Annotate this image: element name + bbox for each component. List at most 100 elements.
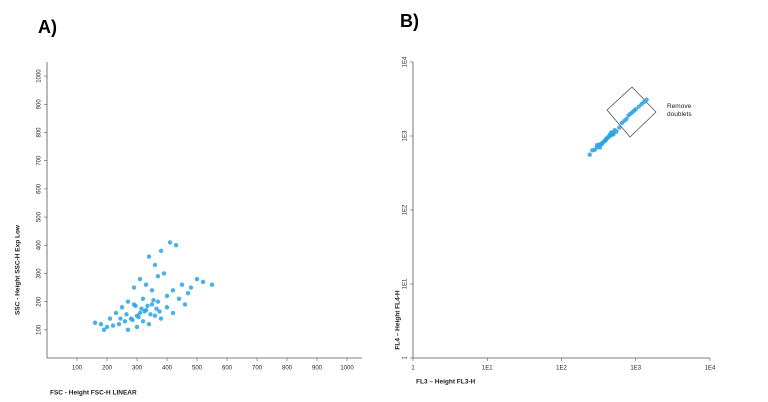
y-tick-label: 100 xyxy=(37,324,43,335)
point xyxy=(140,319,146,324)
y-tick-label: 1E4 xyxy=(403,56,409,67)
y-tick-label: 1 xyxy=(403,356,409,360)
panel-title: B) xyxy=(400,11,419,31)
point xyxy=(599,141,605,147)
point xyxy=(148,312,153,317)
point xyxy=(170,310,176,316)
point xyxy=(130,317,135,323)
point xyxy=(152,313,158,318)
point xyxy=(154,306,159,311)
point xyxy=(149,288,155,293)
point xyxy=(594,143,600,148)
point xyxy=(125,299,131,304)
annotation-box: Remove doublets xyxy=(667,103,692,118)
point xyxy=(164,293,170,299)
point xyxy=(644,97,649,102)
y-tick-label: 200 xyxy=(37,296,43,307)
y-tick-label: 400 xyxy=(37,240,43,251)
point xyxy=(158,248,164,254)
y-tick-label: 800 xyxy=(37,127,43,138)
panel-title: A) xyxy=(38,17,57,37)
x-tick-label: 800 xyxy=(282,366,293,372)
point xyxy=(603,137,608,143)
gate xyxy=(606,86,657,138)
x-tick-label: 200 xyxy=(102,366,113,372)
point xyxy=(188,285,194,290)
point xyxy=(606,134,611,139)
point xyxy=(624,116,629,122)
x-tick-label: 500 xyxy=(192,366,203,372)
point xyxy=(157,309,162,314)
x-tick-label: 1000 xyxy=(340,366,354,372)
point xyxy=(140,296,146,301)
x-tick-label: 1E2 xyxy=(556,366,567,372)
point xyxy=(137,276,143,282)
y-axis-label: FL4 – Height FL4-H xyxy=(395,290,402,350)
point xyxy=(104,324,110,330)
point xyxy=(597,145,603,150)
point xyxy=(139,306,144,311)
point xyxy=(155,274,161,279)
point xyxy=(182,302,188,307)
y-tick-label: 1E1 xyxy=(403,278,409,289)
point xyxy=(113,310,119,316)
point xyxy=(125,327,131,333)
point xyxy=(145,303,150,309)
y-tick-label: 1000 xyxy=(37,69,43,83)
point xyxy=(110,323,116,328)
point xyxy=(119,305,125,310)
point xyxy=(92,320,98,325)
x-tick-label: 600 xyxy=(222,366,233,372)
point xyxy=(143,282,149,287)
point xyxy=(149,302,155,307)
point xyxy=(146,321,152,327)
y-tick-label: 1E2 xyxy=(403,204,409,215)
x-axis-label: FSC - Height FSC-H LINEAR xyxy=(50,390,137,397)
point xyxy=(194,276,200,282)
point xyxy=(142,309,147,314)
point xyxy=(155,299,161,304)
point xyxy=(101,327,107,333)
y-tick-label: 900 xyxy=(37,99,43,110)
point xyxy=(170,288,176,293)
point xyxy=(124,312,129,317)
y-tick-label: 300 xyxy=(37,268,43,279)
point xyxy=(185,290,191,296)
x-tick-label: 1E1 xyxy=(482,366,493,372)
x-tick-label: 700 xyxy=(252,366,263,372)
x-tick-label: 100 xyxy=(72,366,83,372)
point xyxy=(133,303,138,309)
point xyxy=(617,125,622,130)
point xyxy=(614,129,619,134)
point xyxy=(152,262,158,268)
point xyxy=(107,316,113,321)
y-tick-label: 1E3 xyxy=(403,130,409,141)
x-tick-label: 1E3 xyxy=(630,366,641,372)
x-axis-label: FL3 – Height FL3-H xyxy=(416,379,476,386)
point xyxy=(161,271,167,276)
x-tick-label: 300 xyxy=(132,366,143,372)
point xyxy=(116,321,122,327)
point xyxy=(209,282,215,287)
x-tick-label: 400 xyxy=(162,366,173,372)
point xyxy=(200,279,206,285)
point xyxy=(158,316,164,321)
x-tick-label: 900 xyxy=(312,366,323,372)
point xyxy=(176,296,182,301)
y-tick-label: 700 xyxy=(37,155,43,166)
point xyxy=(122,319,128,324)
annotation: Remove doublets xyxy=(667,103,692,118)
point xyxy=(633,107,638,112)
point xyxy=(134,324,140,330)
point xyxy=(98,321,104,327)
y-axis-label: SSC - Height SSC-H Exp Low xyxy=(15,224,22,315)
point xyxy=(118,316,123,321)
point xyxy=(137,310,143,316)
point xyxy=(164,305,170,310)
point xyxy=(131,285,137,290)
point xyxy=(167,240,173,245)
point xyxy=(151,298,156,303)
x-tick-label: 1 xyxy=(411,366,415,372)
